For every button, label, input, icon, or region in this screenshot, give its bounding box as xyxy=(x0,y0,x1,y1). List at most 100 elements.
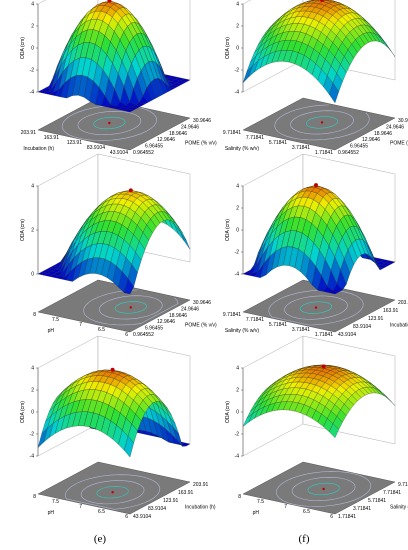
contour-line xyxy=(114,301,147,314)
z-axis-title: ODA (cm) xyxy=(225,401,231,423)
contour-line xyxy=(61,105,157,141)
contour-line xyxy=(284,295,348,320)
y-tick-label: 5.71841 xyxy=(269,322,287,328)
chart-panel: 4 2 0 -2 -4 ODA (cm) 0.9645526.9645512.964618.… xyxy=(20,0,217,156)
surface-patch xyxy=(123,108,135,113)
y-tick-label: 7 xyxy=(284,504,287,510)
z-tick-label: 4 xyxy=(31,184,34,190)
contour-optimum-point xyxy=(320,121,324,124)
z-axis-title: ODA (cm) xyxy=(20,401,26,423)
y-tick-label: 7.71841 xyxy=(246,135,264,141)
y-tick-label: 6.5 xyxy=(303,509,310,515)
x-tick-label: 123.91 xyxy=(163,498,179,504)
y-tick-label: 8 xyxy=(33,312,36,318)
y-tick-label: 123.91 xyxy=(67,140,83,146)
z-tick-label: -2 xyxy=(235,432,240,438)
chart-panel: 4 2 0 -2 -4 ODA (cm) 1.71841 3.71841 5.71841 7.71… xyxy=(225,335,408,520)
z-axis-title: ODA (cm) xyxy=(20,37,26,59)
x-axis-title: Incubation (h) xyxy=(185,504,216,510)
z-tick-label: 0 xyxy=(31,272,34,278)
z-axis-title: ODA (cm) xyxy=(20,219,26,241)
panel-label: (e) xyxy=(94,533,107,545)
y-tick-label: 3.71841 xyxy=(292,145,310,151)
z-tick-label: 2 xyxy=(236,24,239,30)
z-tick-label: -4 xyxy=(235,454,240,460)
x-tick-label: 5.71841 xyxy=(368,498,386,504)
z-tick-label: 2 xyxy=(236,206,239,212)
y-tick-label: 9.71841 xyxy=(223,130,241,136)
x-tick-label: 12.9646 xyxy=(362,137,380,143)
y-tick-label: 7.5 xyxy=(52,317,59,323)
contour-line xyxy=(80,480,145,505)
contour-line xyxy=(65,474,161,510)
x-axis-title: POME (% v/v) xyxy=(185,140,217,146)
contour-line xyxy=(96,486,129,499)
optimum-point xyxy=(128,188,133,193)
x-tick-label: 18.9646 xyxy=(169,313,187,319)
surface-patch xyxy=(328,290,340,295)
x-tick-label: 163.91 xyxy=(178,490,194,496)
x-tick-label: 203.91 xyxy=(193,482,209,488)
y-tick-label: 6.5 xyxy=(98,327,105,333)
z-axis-title: ODA (cm) xyxy=(225,219,231,241)
x-tick-label: 0.964552 xyxy=(338,150,359,156)
contour-optimum-point xyxy=(108,121,111,125)
surface-patch xyxy=(124,278,134,295)
optimum-point xyxy=(321,364,326,369)
contour-line xyxy=(98,295,163,320)
optimum-point xyxy=(314,183,318,188)
z-tick-label: 0 xyxy=(236,228,239,234)
contour-optimum-point xyxy=(111,491,114,494)
y-tick-label: 7.71841 xyxy=(246,317,264,323)
y-tick-label: 6.5 xyxy=(98,509,105,515)
contour-line xyxy=(83,289,179,326)
chart-panel: 4 2 0 -2 -4 ODA (cm) 43.9104 83.9104 123.91 163.9… xyxy=(20,335,216,520)
z-tick-label: -2 xyxy=(235,68,240,74)
contour-line xyxy=(268,289,364,326)
surface-patch xyxy=(329,423,339,438)
x-tick-label: 6.96455 xyxy=(145,144,163,150)
contour-line xyxy=(77,111,142,135)
x-tick-label: 6.96455 xyxy=(350,144,368,150)
z-tick-label: 0 xyxy=(31,410,34,416)
z-tick-label: 2 xyxy=(31,24,34,30)
y-axis-title: Salinity (% w/v) xyxy=(225,146,260,152)
y-axis-title: Incubation (h) xyxy=(23,146,54,152)
contour-optimum-point xyxy=(314,306,318,309)
z-tick-label: 2 xyxy=(31,388,34,394)
x-axis-title: POME (% v/v) xyxy=(185,322,217,328)
optimum-point xyxy=(107,0,112,3)
contour-line xyxy=(291,477,356,501)
surface-patch xyxy=(329,83,339,104)
chart-panel: 4 2 0 -2 -4 ODA (cm) 0.9645526.9645512.964618.… xyxy=(223,0,408,156)
x-tick-label: 18.9646 xyxy=(374,131,392,137)
x-tick-label: 24.9646 xyxy=(386,124,404,130)
contour-floor xyxy=(37,279,191,333)
y-axis-title: pH xyxy=(48,510,55,516)
x-tick-label: 12.9646 xyxy=(157,319,175,325)
z-tick-label: 4 xyxy=(31,2,34,8)
z-tick-label: 4 xyxy=(236,366,239,372)
z-tick-label: -2 xyxy=(235,250,240,256)
z-tick-label: -4 xyxy=(30,454,35,460)
x-tick-label: 0.964552 xyxy=(133,150,154,156)
contour-line xyxy=(299,301,333,314)
y-tick-label: 7.5 xyxy=(52,499,59,505)
contour-line xyxy=(307,482,340,496)
contour-optimum-point xyxy=(129,306,132,309)
z-axis-title: ODA (cm) xyxy=(225,37,231,59)
y-tick-label: 8 xyxy=(238,494,241,500)
x-tick-label: 83.9104 xyxy=(148,506,166,512)
x-tick-label: 12.9646 xyxy=(157,137,175,143)
y-tick-label: 203.91 xyxy=(21,130,37,136)
contour-floor xyxy=(37,461,191,515)
x-tick-label: 30.9646 xyxy=(398,118,408,124)
x-tick-label: 18.9646 xyxy=(169,131,187,137)
contour-optimum-point xyxy=(322,487,325,491)
y-axis-title: Salinity (% w/v) xyxy=(225,328,260,334)
x-tick-label: 123.91 xyxy=(368,316,384,322)
contour-line xyxy=(274,104,370,141)
z-tick-label: 4 xyxy=(31,366,34,372)
z-tick-label: -4 xyxy=(235,90,240,96)
